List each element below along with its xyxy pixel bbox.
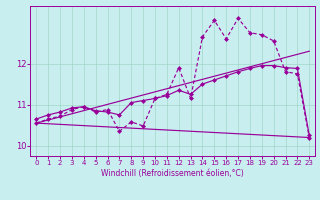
X-axis label: Windchill (Refroidissement éolien,°C): Windchill (Refroidissement éolien,°C): [101, 169, 244, 178]
